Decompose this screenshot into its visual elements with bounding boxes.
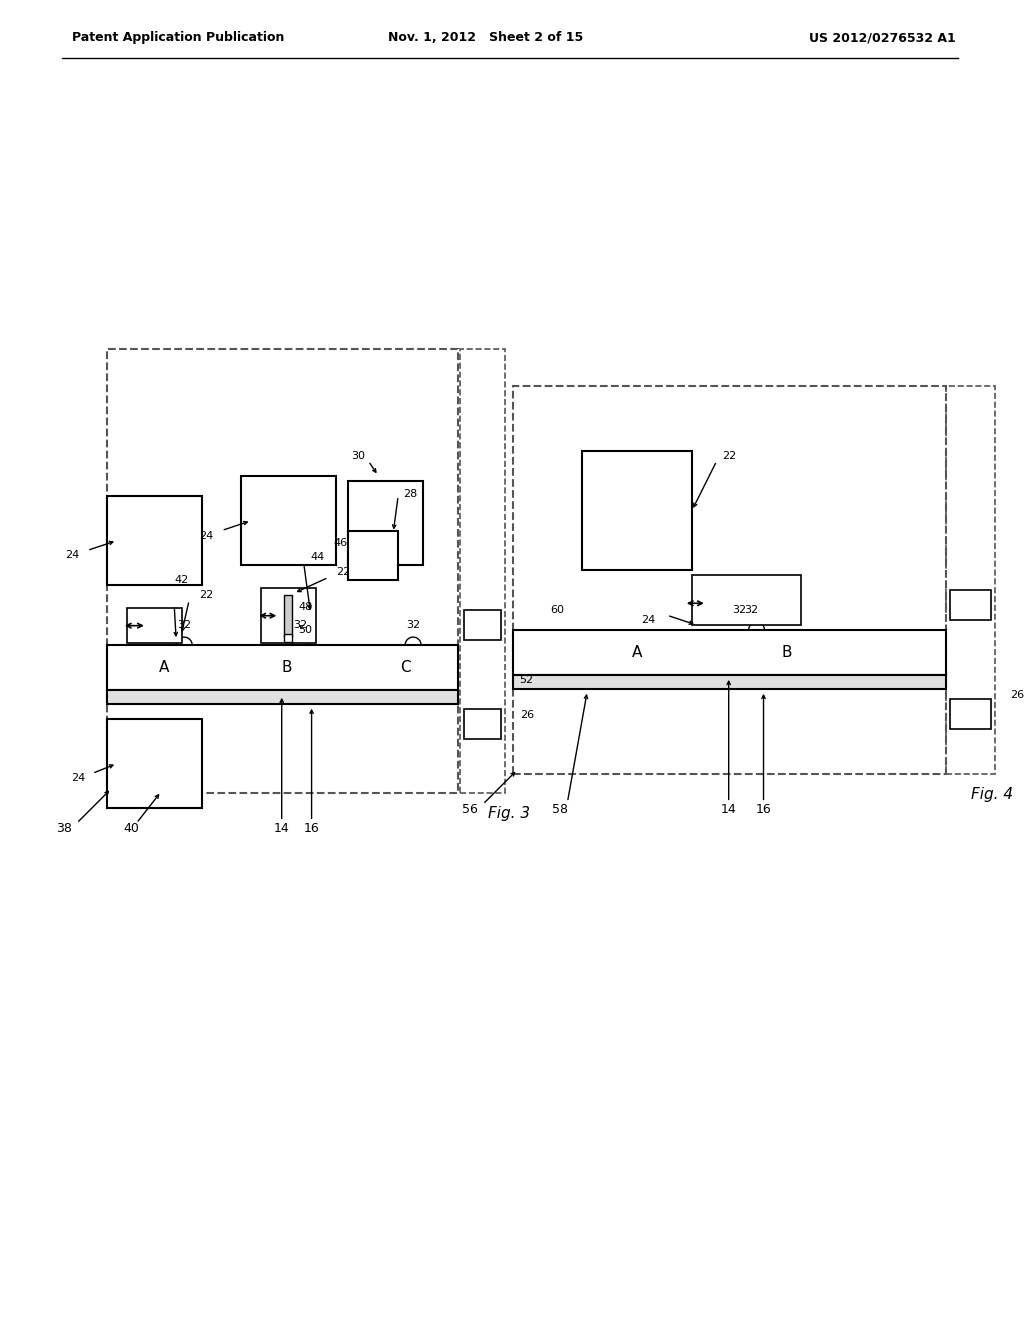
Text: 22: 22: [199, 590, 213, 601]
Bar: [460, 350, 505, 793]
Text: 32: 32: [177, 620, 191, 630]
Bar: [464, 610, 501, 640]
Bar: [692, 576, 802, 626]
Text: 32: 32: [407, 620, 420, 630]
Text: A: A: [159, 660, 169, 675]
Bar: [106, 645, 458, 690]
Bar: [106, 690, 458, 704]
Text: Fig. 4: Fig. 4: [971, 787, 1013, 801]
Text: 22: 22: [337, 568, 351, 577]
Bar: [261, 589, 316, 643]
Text: 42: 42: [174, 576, 188, 585]
Text: 16: 16: [304, 822, 319, 834]
Text: 26: 26: [1011, 690, 1024, 700]
Bar: [106, 350, 458, 793]
Text: 40: 40: [124, 822, 139, 834]
Bar: [127, 609, 181, 643]
Bar: [513, 387, 946, 775]
Bar: [284, 634, 292, 642]
Bar: [949, 698, 991, 729]
Text: 14: 14: [273, 822, 290, 834]
Text: 24: 24: [641, 615, 655, 626]
Text: 38: 38: [55, 822, 72, 834]
Bar: [583, 451, 692, 570]
Text: 52: 52: [519, 675, 534, 685]
Text: 50: 50: [299, 626, 312, 635]
Text: B: B: [282, 660, 292, 675]
Bar: [348, 531, 398, 581]
Text: 32: 32: [744, 606, 759, 615]
Bar: [242, 475, 336, 565]
Text: 46: 46: [334, 537, 347, 548]
Bar: [513, 630, 946, 675]
Text: 58: 58: [553, 803, 568, 816]
Text: 60: 60: [551, 606, 564, 615]
Text: 16: 16: [756, 803, 771, 816]
Bar: [946, 387, 995, 775]
Text: 24: 24: [65, 550, 79, 561]
Text: A: A: [632, 645, 642, 660]
Text: US 2012/0276532 A1: US 2012/0276532 A1: [809, 32, 955, 45]
Text: 32: 32: [294, 620, 307, 630]
Text: B: B: [781, 645, 792, 660]
Text: Patent Application Publication: Patent Application Publication: [72, 32, 284, 45]
Text: Fig. 3: Fig. 3: [487, 805, 529, 821]
Bar: [108, 718, 202, 808]
Text: 56: 56: [462, 803, 478, 816]
Text: 28: 28: [403, 488, 418, 499]
Text: 26: 26: [519, 710, 534, 719]
Bar: [284, 595, 292, 638]
Text: 48: 48: [299, 602, 313, 612]
Text: 30: 30: [351, 451, 366, 461]
Text: 14: 14: [721, 803, 736, 816]
Text: 44: 44: [310, 553, 325, 562]
Bar: [513, 675, 946, 689]
Bar: [464, 709, 501, 739]
Bar: [949, 590, 991, 620]
Text: C: C: [399, 660, 411, 675]
Bar: [348, 480, 423, 565]
Text: 24: 24: [200, 531, 214, 541]
Text: 32: 32: [732, 606, 746, 615]
Text: 22: 22: [722, 451, 736, 461]
Text: Nov. 1, 2012   Sheet 2 of 15: Nov. 1, 2012 Sheet 2 of 15: [388, 32, 584, 45]
Bar: [108, 496, 202, 585]
Text: 24: 24: [71, 774, 85, 784]
